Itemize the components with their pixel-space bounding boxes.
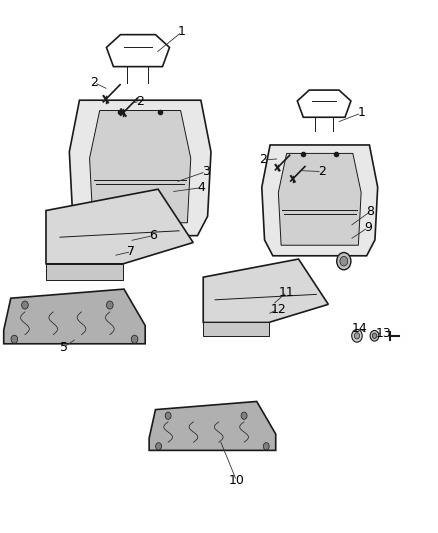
Text: 5: 5 [60,341,67,354]
Text: 14: 14 [351,322,367,335]
Circle shape [241,412,247,419]
Circle shape [340,256,348,266]
Circle shape [11,335,18,343]
Text: 13: 13 [375,327,391,340]
Polygon shape [69,100,211,236]
Polygon shape [46,264,123,280]
Text: 2: 2 [259,154,267,166]
Polygon shape [279,154,361,245]
Polygon shape [203,259,328,322]
Polygon shape [89,110,191,223]
Text: 1: 1 [178,26,186,38]
Circle shape [155,443,162,450]
Text: 7: 7 [127,245,135,258]
Text: 2: 2 [136,95,144,108]
Text: 9: 9 [364,221,372,234]
Polygon shape [149,401,276,450]
Circle shape [372,333,377,338]
Text: 8: 8 [366,205,374,218]
Polygon shape [4,289,145,344]
Circle shape [106,301,113,309]
Text: 11: 11 [279,286,295,298]
Polygon shape [262,145,378,256]
Text: 2: 2 [318,165,326,178]
Polygon shape [46,189,193,264]
Text: 10: 10 [229,474,244,487]
Circle shape [165,412,171,419]
Circle shape [337,253,351,270]
Text: 12: 12 [270,303,286,316]
Text: 1: 1 [357,107,365,119]
Circle shape [263,443,269,450]
Text: 3: 3 [202,165,210,178]
Polygon shape [203,322,269,336]
Text: 2: 2 [90,76,98,89]
Circle shape [370,330,379,341]
Circle shape [21,301,28,309]
Circle shape [131,335,138,343]
Text: 4: 4 [198,181,205,194]
Text: 6: 6 [149,229,157,242]
Circle shape [354,333,360,339]
Circle shape [352,329,362,342]
